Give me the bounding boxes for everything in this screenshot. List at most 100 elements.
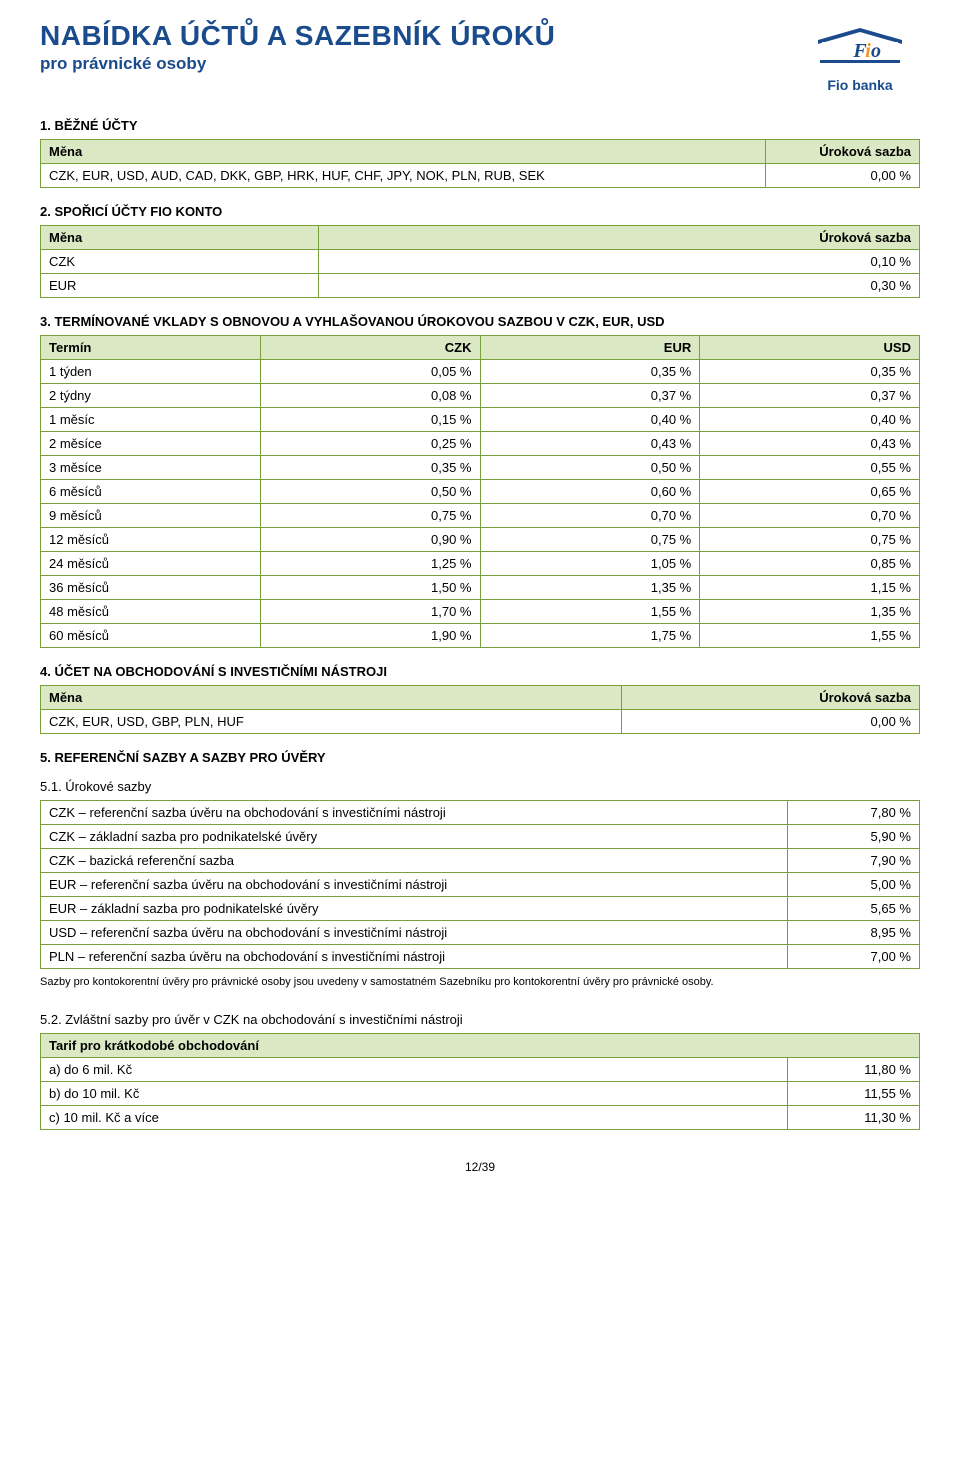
cell: 1,15 % — [700, 576, 920, 600]
cell: 36 měsíců — [41, 576, 261, 600]
col-header: Úroková sazba — [318, 226, 919, 250]
cell: 0,00 % — [621, 710, 919, 734]
section1-title: 1. BĚŽNÉ ÚČTY — [40, 118, 920, 133]
section2-title: 2. SPOŘICÍ ÚČTY FIO KONTO — [40, 204, 920, 219]
col-header: CZK — [260, 336, 480, 360]
table-row: a) do 6 mil. Kč11,80 % — [41, 1058, 920, 1082]
cell: CZK – bazická referenční sazba — [41, 849, 788, 873]
col-header: Měna — [41, 686, 622, 710]
cell: 11,80 % — [788, 1058, 920, 1082]
table-row: 1 měsíc0,15 %0,40 %0,40 % — [41, 408, 920, 432]
table-row: EUR – referenční sazba úvěru na obchodov… — [41, 873, 920, 897]
section1-table: Měna Úroková sazba CZK, EUR, USD, AUD, C… — [40, 139, 920, 188]
cell: 0,10 % — [318, 250, 919, 274]
cell: 1,35 % — [700, 600, 920, 624]
cell: 2 týdny — [41, 384, 261, 408]
cell: 1,70 % — [260, 600, 480, 624]
section2-table: Měna Úroková sazba CZK0,10 %EUR0,30 % — [40, 225, 920, 298]
table-row: 36 měsíců1,50 %1,35 %1,15 % — [41, 576, 920, 600]
cell: 5,00 % — [788, 873, 920, 897]
cell: EUR – základní sazba pro podnikatelské ú… — [41, 897, 788, 921]
subtitle: pro právnické osoby — [40, 54, 810, 74]
cell: 0,37 % — [700, 384, 920, 408]
cell: USD – referenční sazba úvěru na obchodov… — [41, 921, 788, 945]
cell: PLN – referenční sazba úvěru na obchodov… — [41, 945, 788, 969]
cell: 1,55 % — [480, 600, 700, 624]
cell: 48 měsíců — [41, 600, 261, 624]
cell: 0,75 % — [480, 528, 700, 552]
table-header-row: Tarif pro krátkodobé obchodování — [41, 1034, 920, 1058]
fio-logo: F i o Fio banka — [810, 20, 910, 93]
cell: 0,30 % — [318, 274, 919, 298]
cell: 7,90 % — [788, 849, 920, 873]
cell: 6 měsíců — [41, 480, 261, 504]
section5-table: CZK – referenční sazba úvěru na obchodov… — [40, 800, 920, 969]
cell: CZK – základní sazba pro podnikatelské ú… — [41, 825, 788, 849]
cell: 0,90 % — [260, 528, 480, 552]
table-row: EUR0,30 % — [41, 274, 920, 298]
cell: CZK – referenční sazba úvěru na obchodov… — [41, 801, 788, 825]
col-header: USD — [700, 336, 920, 360]
cell: 0,15 % — [260, 408, 480, 432]
section5-note: Sazby pro kontokorentní úvěry pro právni… — [40, 975, 920, 990]
cell: 0,75 % — [260, 504, 480, 528]
cell: 0,35 % — [700, 360, 920, 384]
cell: 9 měsíců — [41, 504, 261, 528]
cell: a) do 6 mil. Kč — [41, 1058, 788, 1082]
cell: 3 měsíce — [41, 456, 261, 480]
col-header: Termín — [41, 336, 261, 360]
cell: 8,95 % — [788, 921, 920, 945]
table-row: CZK, EUR, USD, AUD, CAD, DKK, GBP, HRK, … — [41, 164, 920, 188]
section5-title: 5. REFERENČNÍ SAZBY A SAZBY PRO ÚVĚRY — [40, 750, 920, 765]
cell: 0,50 % — [480, 456, 700, 480]
main-title: NABÍDKA ÚČTŮ A SAZEBNÍK ÚROKŮ — [40, 20, 810, 52]
col-header: Měna — [41, 226, 319, 250]
section3-table: Termín CZK EUR USD 1 týden0,05 %0,35 %0,… — [40, 335, 920, 648]
cell: CZK, EUR, USD, GBP, PLN, HUF — [41, 710, 622, 734]
cell: 0,70 % — [480, 504, 700, 528]
cell: 1,05 % — [480, 552, 700, 576]
cell: 0,70 % — [700, 504, 920, 528]
cell: CZK, EUR, USD, AUD, CAD, DKK, GBP, HRK, … — [41, 164, 766, 188]
cell: 0,40 % — [700, 408, 920, 432]
cell: 1,90 % — [260, 624, 480, 648]
cell: 1 týden — [41, 360, 261, 384]
cell: c) 10 mil. Kč a více — [41, 1106, 788, 1130]
page-header: NABÍDKA ÚČTŮ A SAZEBNÍK ÚROKŮ pro právni… — [40, 20, 920, 93]
table-row: 2 měsíce0,25 %0,43 %0,43 % — [41, 432, 920, 456]
cell: 11,55 % — [788, 1082, 920, 1106]
table-row: 3 měsíce0,35 %0,50 %0,55 % — [41, 456, 920, 480]
table-row: c) 10 mil. Kč a více11,30 % — [41, 1106, 920, 1130]
cell: b) do 10 mil. Kč — [41, 1082, 788, 1106]
table-row: PLN – referenční sazba úvěru na obchodov… — [41, 945, 920, 969]
tariff-header: Tarif pro krátkodobé obchodování — [41, 1034, 920, 1058]
col-header: Úroková sazba — [621, 686, 919, 710]
table-row: 6 měsíců0,50 %0,60 %0,65 % — [41, 480, 920, 504]
col-header: Měna — [41, 140, 766, 164]
cell: 0,43 % — [480, 432, 700, 456]
cell: 12 měsíců — [41, 528, 261, 552]
cell: 0,55 % — [700, 456, 920, 480]
table-row: 48 měsíců1,70 %1,55 %1,35 % — [41, 600, 920, 624]
cell: 5,65 % — [788, 897, 920, 921]
table-row: CZK, EUR, USD, GBP, PLN, HUF 0,00 % — [41, 710, 920, 734]
cell: 0,05 % — [260, 360, 480, 384]
cell: 0,25 % — [260, 432, 480, 456]
cell: 0,65 % — [700, 480, 920, 504]
section3-title: 3. TERMÍNOVANÉ VKLADY S OBNOVOU A VYHLAŠ… — [40, 314, 920, 329]
table-row: USD – referenční sazba úvěru na obchodov… — [41, 921, 920, 945]
cell: 2 měsíce — [41, 432, 261, 456]
table-row: CZK0,10 % — [41, 250, 920, 274]
cell: 0,50 % — [260, 480, 480, 504]
cell: 0,85 % — [700, 552, 920, 576]
cell: 1,25 % — [260, 552, 480, 576]
cell: 1 měsíc — [41, 408, 261, 432]
cell: 0,35 % — [260, 456, 480, 480]
table-row: 2 týdny0,08 %0,37 %0,37 % — [41, 384, 920, 408]
table-row: 24 měsíců1,25 %1,05 %0,85 % — [41, 552, 920, 576]
cell: 5,90 % — [788, 825, 920, 849]
cell: EUR — [41, 274, 319, 298]
cell: 1,75 % — [480, 624, 700, 648]
cell: 0,37 % — [480, 384, 700, 408]
cell: 24 měsíců — [41, 552, 261, 576]
